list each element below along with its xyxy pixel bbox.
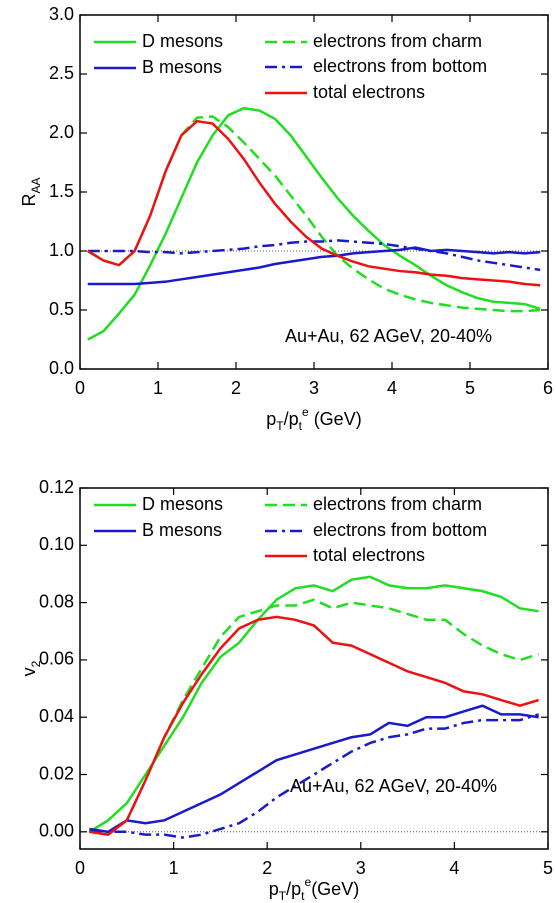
series-line	[89, 704, 539, 834]
legend-label: B mesons	[142, 57, 222, 77]
axis-label-part: AA	[29, 177, 43, 193]
annotation: Au+Au, 62 AGeV, 20-40%	[290, 776, 497, 796]
x-tick-label: 5	[543, 858, 553, 878]
axis-label-part: v	[19, 667, 39, 676]
legend-label: total electrons	[313, 545, 425, 565]
y-tick-label: 0.10	[39, 534, 74, 554]
axis-label-part: p	[266, 409, 276, 429]
axis-label-part: 2	[29, 660, 43, 667]
legend-label: electrons from charm	[313, 31, 482, 51]
x-tick-label: 2	[231, 378, 241, 398]
y-tick-label: 1.0	[49, 240, 74, 260]
x-tick-label: 0	[75, 858, 85, 878]
x-axis-label: pT/pte (GeV)	[266, 405, 361, 433]
axis-label-part: T	[276, 419, 284, 433]
y-tick-label: 3.0	[49, 4, 74, 24]
axis-label-part: /p	[286, 879, 301, 899]
legend-label: electrons from bottom	[313, 520, 487, 540]
series-line	[89, 598, 540, 836]
y-tick-label: 1.5	[49, 181, 74, 201]
legend-label: electrons from charm	[313, 494, 482, 514]
x-tick-label: 6	[543, 378, 553, 398]
legend-label: total electrons	[313, 82, 425, 102]
x-tick-label: 1	[153, 378, 163, 398]
series-line	[87, 246, 541, 286]
x-tick-label: 2	[262, 858, 272, 878]
series-line	[89, 713, 540, 839]
y-tick-label: 0.08	[39, 591, 74, 611]
y-axis-label: v2	[19, 660, 43, 676]
axis-label-part: t	[301, 889, 305, 903]
series-line	[87, 106, 541, 341]
plot-frame	[79, 487, 549, 850]
legend-label: electrons from bottom	[313, 56, 487, 76]
x-tick-label: 3	[356, 858, 366, 878]
x-tick-label: 5	[465, 378, 475, 398]
axis-label-part: p	[269, 879, 279, 899]
y-tick-label: 0.5	[49, 299, 74, 319]
legend-label: D mesons	[142, 494, 223, 514]
axis-label-part: /p	[284, 409, 299, 429]
axis-label-part: e	[302, 405, 309, 419]
x-tick-label: 3	[309, 378, 319, 398]
x-tick-label: 0	[75, 378, 85, 398]
y-tick-label: 2.5	[49, 63, 74, 83]
y-tick-label: 0.06	[39, 649, 74, 669]
x-tick-label: 1	[169, 858, 179, 878]
x-tick-label: 4	[387, 378, 397, 398]
axis-label-part: T	[279, 889, 287, 903]
axis-label-part: e	[305, 875, 312, 889]
axis-label-part: (GeV)	[311, 879, 359, 899]
axis-label-part: (GeV)	[309, 409, 362, 429]
axis-label-part: t	[299, 419, 303, 433]
y-tick-label: 0.12	[39, 477, 74, 497]
y-tick-label: 0.04	[39, 706, 74, 726]
y-tick-label: 2.0	[49, 122, 74, 142]
y-tick-label: 0.00	[39, 821, 74, 841]
y-tick-label: 0.02	[39, 763, 74, 783]
y-tick-label: 0.0	[49, 358, 74, 378]
x-tick-label: 4	[449, 858, 459, 878]
y-axis-label: RAA	[19, 177, 43, 206]
axis-label-part: R	[19, 194, 39, 207]
legend-label: D mesons	[142, 31, 223, 51]
plot-frame	[79, 14, 549, 370]
series-line	[88, 575, 539, 833]
series-line	[87, 119, 541, 287]
annotation: Au+Au, 62 AGeV, 20-40%	[285, 326, 492, 346]
x-axis-label: pT/pte(GeV)	[269, 875, 359, 903]
legend-label: B mesons	[142, 520, 222, 540]
series-line	[89, 615, 540, 836]
